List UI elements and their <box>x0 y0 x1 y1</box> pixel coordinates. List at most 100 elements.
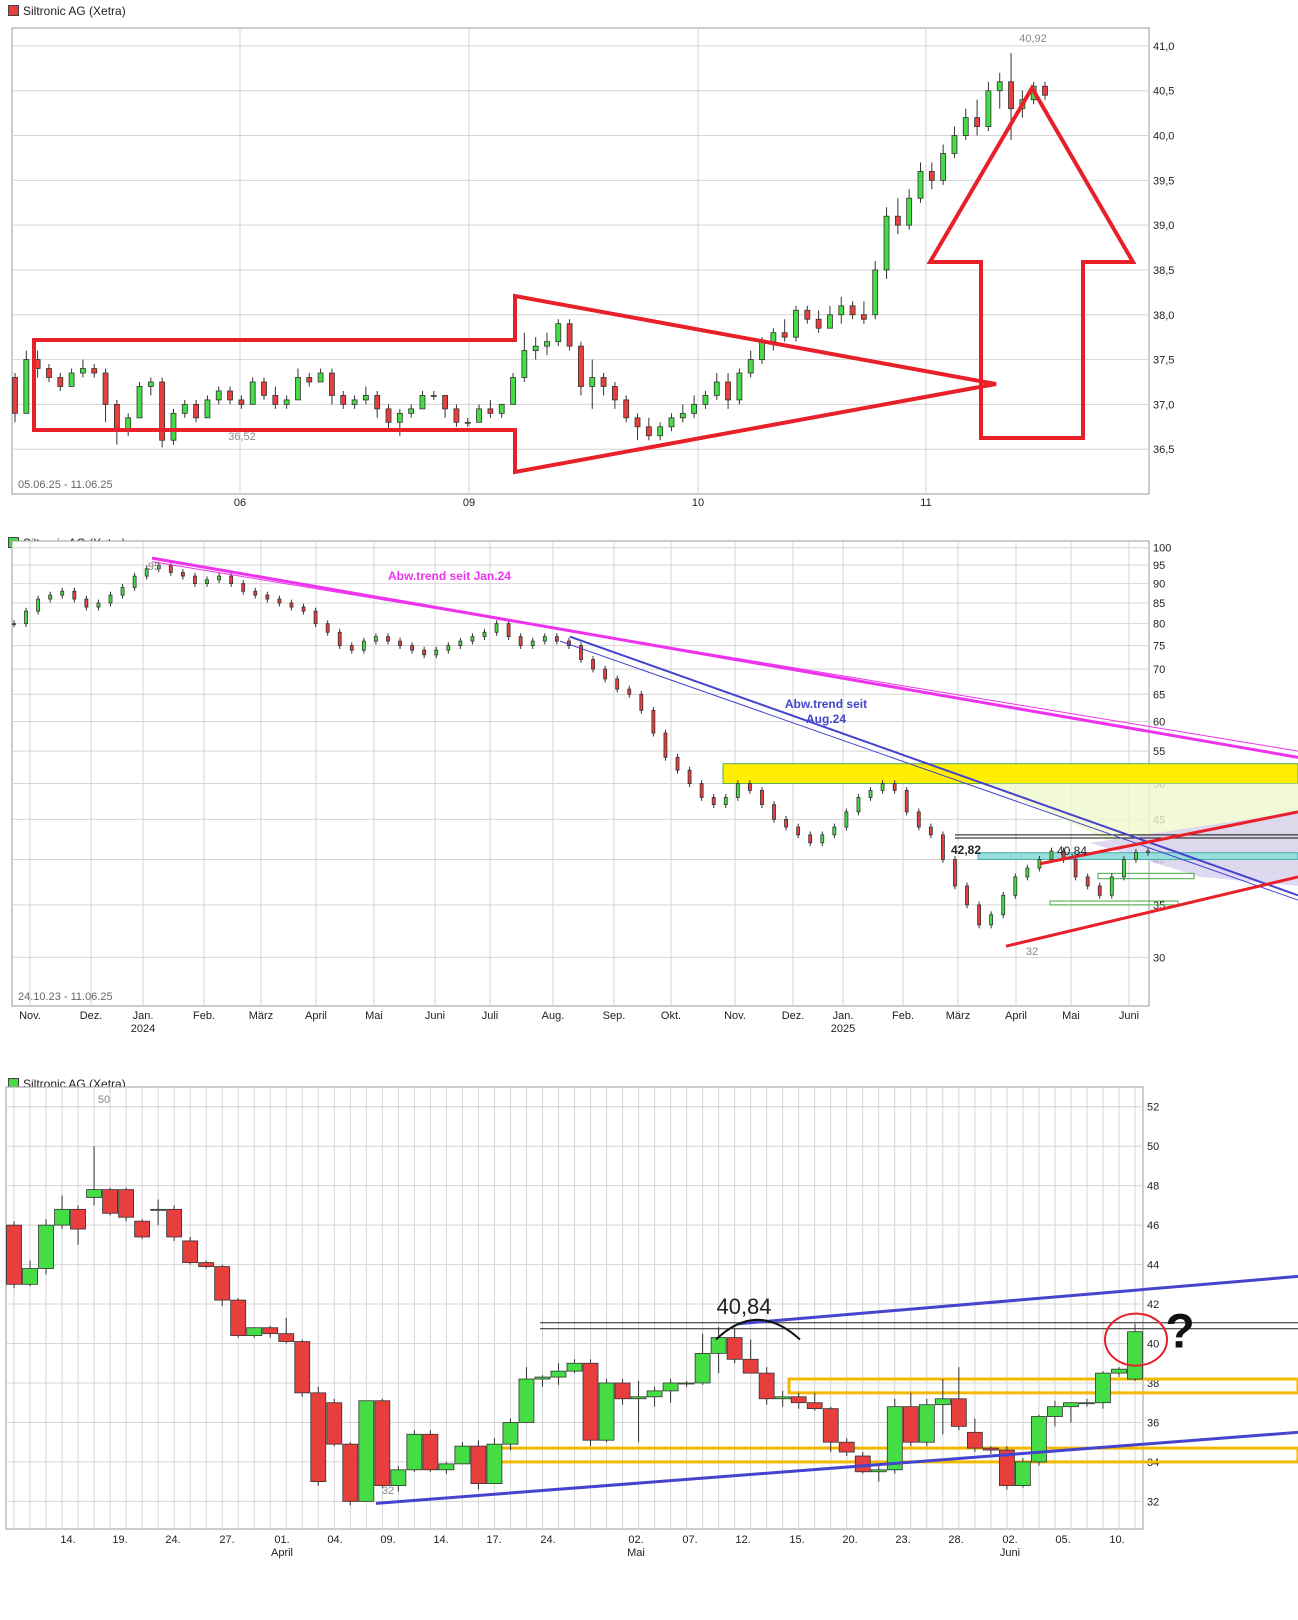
chart-2-x-tick-label: Juni <box>425 1010 445 1022</box>
chart-2-candle <box>928 826 933 836</box>
chart-3-highlight-circle <box>1104 1312 1168 1367</box>
chart-2-candle <box>398 640 402 647</box>
chart-3-candle <box>918 1404 935 1443</box>
chart-2-candle <box>156 564 161 570</box>
chart-2-purple-shade <box>1090 811 1298 886</box>
chart-1-candle <box>702 395 709 405</box>
chart-2-candle <box>542 636 547 642</box>
chart-1-candle <box>600 377 607 387</box>
chart-2-y-tick-label: 55 <box>1153 746 1165 758</box>
chart-2-candle <box>470 636 475 642</box>
chart-2-candle <box>977 904 982 926</box>
chart-2-candle <box>446 645 451 651</box>
chart-1-y-tick-label: 36,5 <box>1153 444 1174 456</box>
chart-3-y-tick-label: 52 <box>1147 1102 1159 1114</box>
chart-2-downtrend-jan24-thin-line <box>151 561 1298 752</box>
chart-1-candle <box>679 412 686 419</box>
chart-2-candle <box>265 594 270 600</box>
chart-2-x-tick-label: Sep. <box>603 1010 626 1022</box>
chart-3-x-tick-label: 04. <box>327 1534 342 1546</box>
chart-3-x-tick-label: 19. <box>112 1534 127 1546</box>
chart-1-candle <box>193 403 199 419</box>
chart-3-candle <box>678 1382 695 1385</box>
chart-1-candle <box>611 386 618 401</box>
chart-2-candle <box>1013 876 1018 896</box>
chart-3-candle <box>406 1433 423 1471</box>
chart-2-candle <box>217 575 221 581</box>
chart-3-y-tick-label: 32 <box>1147 1496 1159 1508</box>
chart-3-candle <box>134 1220 151 1238</box>
chart-1-right-arrow-annotation <box>32 293 997 475</box>
chart-2-candle <box>760 790 764 805</box>
chart-3-candle <box>550 1370 567 1378</box>
chart-2-y-tick-label: 85 <box>1153 598 1165 610</box>
chart-1-candle <box>838 305 845 316</box>
chart-2-candle <box>965 885 969 906</box>
chart-2-candle <box>518 636 523 647</box>
chart-3-candle <box>278 1333 295 1342</box>
chart-3-x-tick-label: 14. <box>60 1534 75 1546</box>
chart-1-candle <box>80 368 86 374</box>
chart-3-candle <box>150 1208 167 1211</box>
chart-1-candle <box>102 372 109 405</box>
chart-2-y-tick-label: 70 <box>1153 664 1165 676</box>
chart-2-candle <box>591 659 595 670</box>
chart-2-candle <box>1085 876 1090 887</box>
chart-1-candle <box>362 395 369 401</box>
chart-2-x-tick-label: Dez. <box>80 1010 103 1022</box>
chart-1-candle <box>1042 85 1048 96</box>
chart-3-candle <box>342 1443 359 1502</box>
chart-3-x-tick-label: 20. <box>842 1534 857 1546</box>
chart-1-y-tick-label: 37,0 <box>1153 399 1174 411</box>
chart-2-candle <box>808 834 813 844</box>
chart-1-y-tick-label: 39,0 <box>1153 220 1174 232</box>
chart-1-y-tick-label: 38,5 <box>1153 265 1174 277</box>
chart-2-candle <box>675 756 680 771</box>
chart-3-question-mark: ? <box>1165 1305 1194 1358</box>
chart-2-candle <box>1134 851 1138 860</box>
chart-1-candle <box>453 408 460 423</box>
chart-2-candle <box>386 636 390 642</box>
chart-3-candle <box>534 1376 551 1380</box>
chart-1-candle <box>46 368 52 378</box>
chart-3-y-tick-label: 50 <box>1147 1141 1159 1153</box>
chart-3-candle <box>838 1441 855 1453</box>
chart-3-candle <box>502 1422 519 1445</box>
chart-3-x-tick-label: 24. <box>165 1534 180 1546</box>
chart-3-candle <box>582 1362 599 1441</box>
chart-2-candle <box>458 640 463 647</box>
chart-1-candle <box>487 408 494 414</box>
chart-2-candle <box>180 572 185 577</box>
chart-2-candle <box>651 709 656 734</box>
chart-2-x-tick-label: Jan. <box>133 1010 154 1022</box>
chart-2-candle <box>711 797 716 805</box>
chart-1-y-tick-label: 41,0 <box>1153 41 1174 53</box>
chart-2-candle <box>48 594 53 600</box>
chart-1-candle <box>91 368 98 374</box>
chart-1-low-label: 36,52 <box>228 431 256 443</box>
chart-2-label-4282: 42,82 <box>951 843 981 857</box>
chart-3-candle <box>358 1400 375 1502</box>
chart-1-candle <box>883 215 890 271</box>
chart-3-candle <box>598 1382 615 1441</box>
chart-3-label-32: 32 <box>382 1485 394 1497</box>
chart-1-candle <box>340 395 347 405</box>
chart-2-candle <box>747 783 752 791</box>
chart-3-candle <box>390 1469 407 1486</box>
chart-1-candle <box>442 395 449 410</box>
chart-3-candle <box>566 1362 583 1372</box>
chart-2-candle <box>132 575 137 588</box>
chart-1-high-label: 40,92 <box>1019 33 1047 45</box>
chart-1-candle <box>272 395 279 405</box>
chart-1-candle <box>827 314 833 329</box>
chart-2-candle <box>904 790 909 813</box>
chart-3-candle <box>694 1352 711 1384</box>
chart-3-y-tick-label: 44 <box>1147 1260 1159 1272</box>
chart-2-year-label: 2025 <box>831 1023 855 1035</box>
chart-1-candle <box>136 386 143 419</box>
chart-1-candle <box>872 269 879 316</box>
chart-2-candle <box>796 826 801 836</box>
chart-1-candle <box>532 345 539 352</box>
chart-2-candle <box>168 564 173 573</box>
chart-2-candle <box>603 668 608 680</box>
